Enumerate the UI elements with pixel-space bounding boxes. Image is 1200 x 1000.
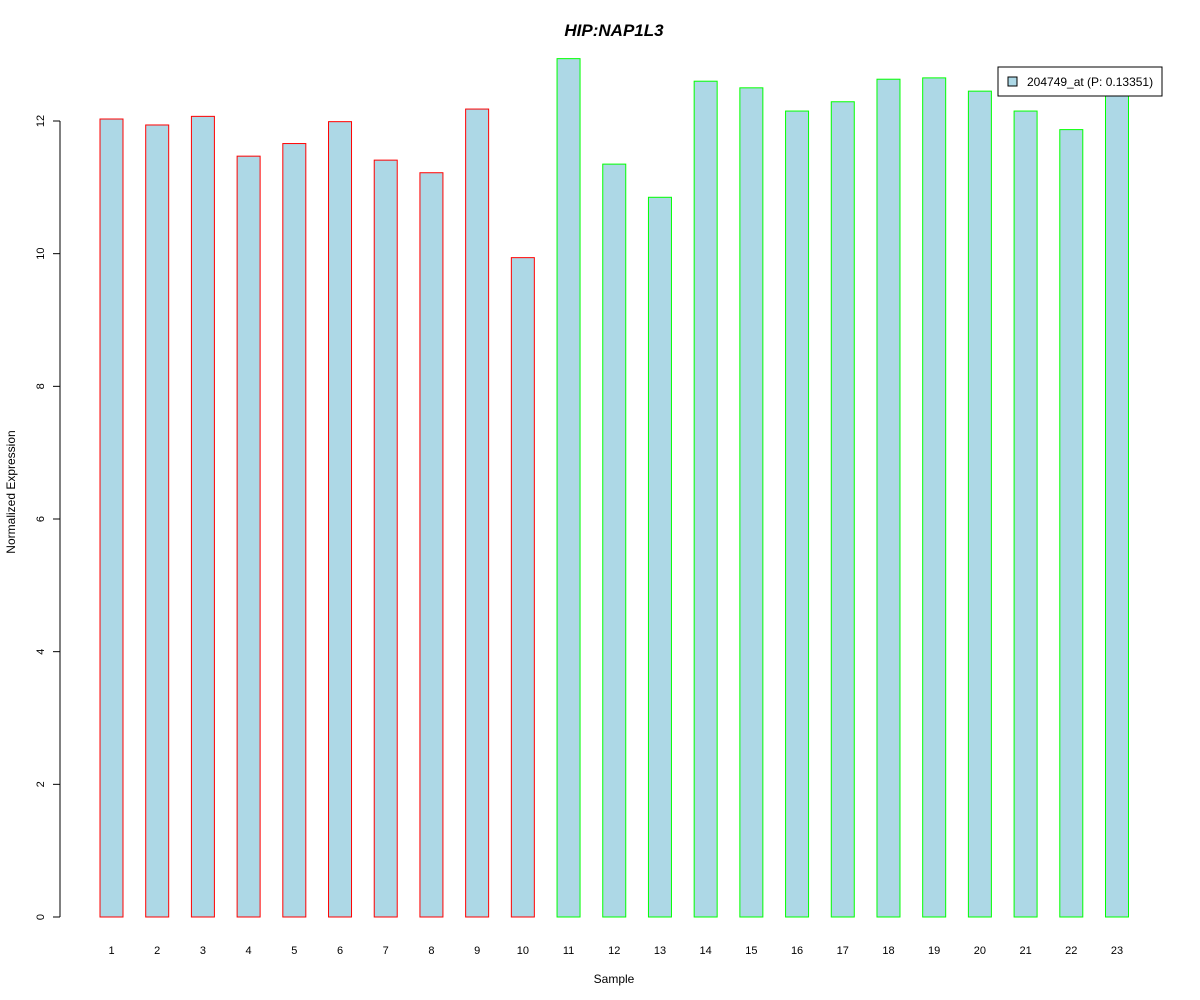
bar-sample-21	[1013, 110, 1038, 918]
x-tick-label: 5	[291, 945, 297, 957]
x-tick-label: 7	[383, 945, 389, 957]
legend-swatch	[1007, 76, 1018, 87]
y-tick-label: 2	[35, 781, 47, 787]
x-tick-label: 14	[700, 945, 712, 957]
x-tick-label: 23	[1111, 945, 1123, 957]
x-tick-label: 17	[837, 945, 849, 957]
x-tick-labels: 1 2 3 4 5 6 7 8 9 10 11 12 13 14 15 16 17 18 19 20 21 22 23	[108, 945, 1123, 957]
x-tick-label: 1	[108, 945, 114, 957]
y-tick-label: 10	[35, 248, 47, 260]
bar-sample-14	[693, 80, 718, 918]
x-tick-label: 10	[517, 945, 529, 957]
x-tick-label: 2	[154, 945, 160, 957]
bar-sample-16	[785, 110, 810, 918]
x-tick-label: 3	[200, 945, 206, 957]
bar-sample-3	[190, 115, 215, 918]
y-tick-label: 8	[35, 383, 47, 389]
x-tick-label: 4	[246, 945, 252, 957]
y-axis-label: Normalized Expression	[4, 430, 18, 553]
bars	[99, 58, 1129, 918]
bar-sample-13	[647, 196, 672, 918]
bar-sample-5	[282, 143, 307, 918]
bar-sample-1	[99, 118, 124, 918]
x-tick-label: 16	[791, 945, 803, 957]
x-tick-label: 18	[882, 945, 894, 957]
bar-sample-19	[922, 77, 947, 918]
bar-sample-2	[145, 124, 170, 918]
y-tick-label: 0	[35, 914, 47, 920]
bar-sample-18	[876, 78, 901, 918]
bar-sample-8	[419, 172, 444, 918]
y-tick-label: 4	[35, 649, 47, 655]
x-tick-label: 20	[974, 945, 986, 957]
x-tick-label: 8	[428, 945, 434, 957]
x-tick-label: 9	[474, 945, 480, 957]
x-tick-label: 13	[654, 945, 666, 957]
x-tick-label: 12	[608, 945, 620, 957]
x-tick-label: 6	[337, 945, 343, 957]
x-tick-label: 22	[1065, 945, 1077, 957]
bar-sample-9	[465, 108, 490, 918]
x-tick-label: 15	[745, 945, 757, 957]
x-tick-label: 21	[1019, 945, 1031, 957]
x-tick-label: 11	[563, 945, 574, 957]
bar-sample-7	[373, 159, 398, 918]
bar-sample-20	[967, 90, 992, 918]
bar-sample-23	[1105, 90, 1129, 918]
bar-sample-10	[510, 257, 535, 918]
chart-title: HIP:NAP1L3	[564, 21, 664, 40]
bar-sample-15	[739, 87, 764, 918]
bar-sample-22	[1059, 129, 1084, 918]
legend: 204749_at (P: 0.13351)	[997, 66, 1163, 97]
bar-sample-11	[556, 58, 581, 918]
legend-entry-label: 204749_at (P: 0.13351)	[1027, 75, 1153, 89]
bar-sample-6	[328, 121, 353, 918]
legend-box	[997, 66, 1163, 97]
y-tick-label: 6	[35, 516, 47, 522]
bar-sample-4	[236, 155, 261, 918]
y-tick-label: 12	[35, 115, 47, 127]
bar-sample-12	[602, 163, 627, 918]
x-axis-label: Sample	[594, 972, 635, 986]
y-axis: 0 2 4 6 8 10 12	[35, 115, 61, 920]
bar-sample-17	[830, 101, 855, 918]
x-tick-label: 19	[928, 945, 940, 957]
